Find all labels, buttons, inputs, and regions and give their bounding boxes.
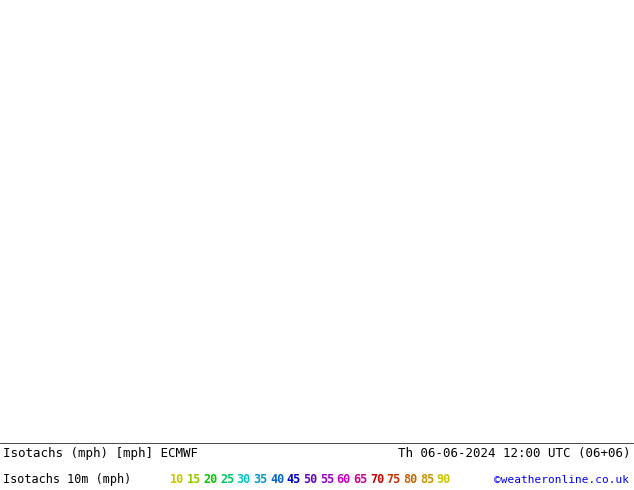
Text: Th 06-06-2024 12:00 UTC (06+06): Th 06-06-2024 12:00 UTC (06+06) bbox=[398, 447, 631, 460]
Text: 15: 15 bbox=[186, 473, 201, 486]
Text: 20: 20 bbox=[204, 473, 217, 486]
Text: ©weatheronline.co.uk: ©weatheronline.co.uk bbox=[494, 475, 629, 485]
Text: 70: 70 bbox=[370, 473, 384, 486]
Text: 60: 60 bbox=[337, 473, 351, 486]
Text: 35: 35 bbox=[253, 473, 268, 486]
Text: 30: 30 bbox=[236, 473, 251, 486]
Text: 45: 45 bbox=[287, 473, 301, 486]
Text: 80: 80 bbox=[403, 473, 418, 486]
Text: 90: 90 bbox=[437, 473, 451, 486]
Text: 75: 75 bbox=[387, 473, 401, 486]
Text: 85: 85 bbox=[420, 473, 434, 486]
Text: 55: 55 bbox=[320, 473, 334, 486]
Text: Isotachs 10m (mph): Isotachs 10m (mph) bbox=[3, 473, 131, 486]
Text: Isotachs (mph) [mph] ECMWF: Isotachs (mph) [mph] ECMWF bbox=[3, 447, 198, 460]
Text: 25: 25 bbox=[220, 473, 234, 486]
Text: 50: 50 bbox=[303, 473, 318, 486]
Text: 10: 10 bbox=[170, 473, 184, 486]
Text: 40: 40 bbox=[270, 473, 284, 486]
Text: 65: 65 bbox=[353, 473, 368, 486]
